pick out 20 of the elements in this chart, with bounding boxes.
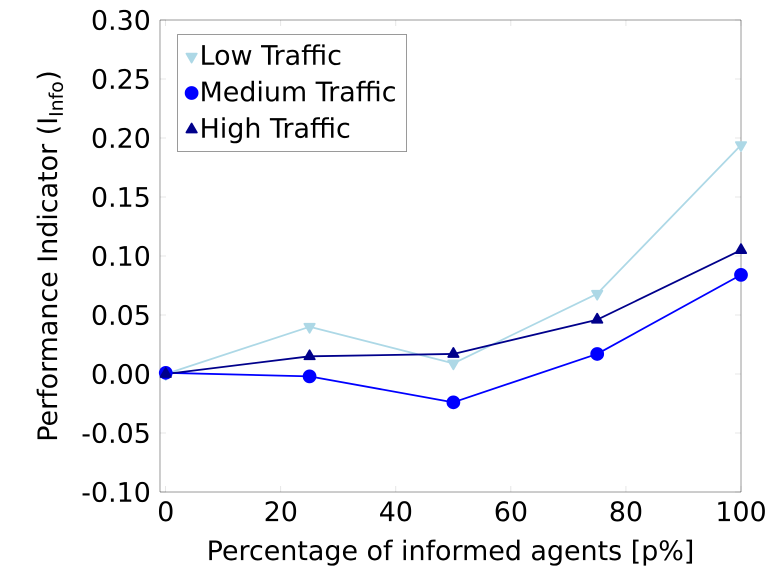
- y-tick-label: 0.25: [92, 68, 148, 90]
- x-axis-title: Percentage of informed agents [p%]: [209, 540, 692, 566]
- y-tick-label: 0.30: [92, 10, 150, 30]
- legend-label: High Traffic: [202, 117, 350, 144]
- legend-label: Low Traffic: [202, 44, 340, 66]
- x-tick-label: 80: [610, 501, 642, 522]
- y-tick-label: 0.05: [92, 304, 148, 326]
- x-tick-label: 60: [496, 501, 526, 522]
- x-tick-label: 40: [380, 501, 412, 522]
- y-tick-label: 0.20: [92, 128, 150, 148]
- x-tick-label: 0: [158, 501, 173, 522]
- x-tick-label: 100: [718, 501, 765, 522]
- legend-label: Medium Traffic: [202, 80, 395, 102]
- x-tick-label: 20: [266, 501, 296, 522]
- y-axis-title: Performance Indicator (I$_{Info}$): [36, 72, 64, 440]
- y-tick-label: -0.05: [82, 422, 148, 444]
- y-tick-label: 0.15: [92, 186, 148, 208]
- y-tick-label: 0.10: [92, 246, 150, 266]
- y-tick-label: -0.10: [82, 482, 150, 502]
- y-tick-label: 0.00: [92, 364, 150, 384]
